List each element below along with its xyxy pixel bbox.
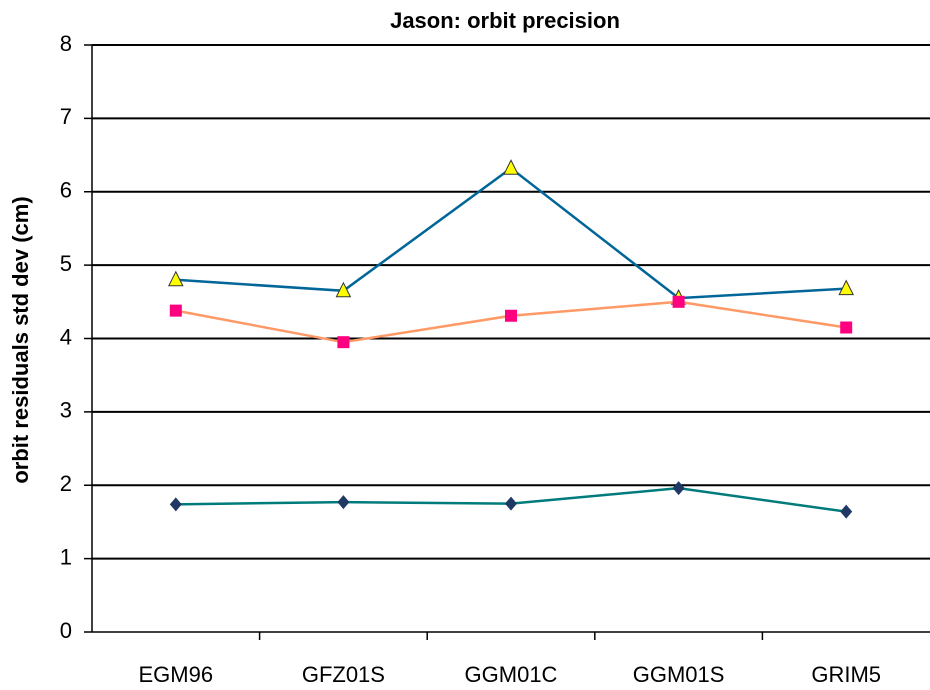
x-tick-label: GGM01S: [633, 662, 725, 687]
y-tick-label: 6: [60, 178, 72, 203]
y-tick-label: 4: [60, 324, 72, 349]
marker: [838, 279, 855, 296]
marker: [337, 336, 350, 349]
y-tick-label: 7: [60, 104, 72, 129]
marker: [503, 159, 519, 175]
marker: [840, 504, 853, 519]
y-tick-label: 5: [60, 251, 72, 276]
series-line: [175, 166, 847, 300]
x-tick-label: EGM96: [139, 662, 214, 687]
x-tick-label: GFZ01S: [302, 662, 385, 687]
y-tick-label: 0: [60, 618, 72, 643]
marker: [672, 295, 685, 308]
y-axis-label: orbit residuals std dev (cm): [8, 196, 33, 483]
marker: [335, 281, 352, 298]
marker: [505, 496, 517, 511]
x-tick-label: GRIM5: [811, 662, 881, 687]
chart-title: Jason: orbit precision: [390, 8, 620, 33]
marker: [672, 481, 685, 496]
marker: [337, 495, 350, 510]
y-tick-label: 8: [60, 31, 72, 56]
marker: [169, 304, 182, 317]
x-tick-label: GGM01C: [465, 662, 558, 687]
series-line: [175, 300, 847, 344]
marker: [167, 270, 184, 287]
marker: [169, 497, 182, 512]
y-tick-label: 2: [60, 471, 72, 496]
marker: [505, 309, 517, 322]
y-tick-label: 3: [60, 398, 72, 423]
marker: [840, 321, 853, 334]
y-tick-label: 1: [60, 544, 72, 569]
